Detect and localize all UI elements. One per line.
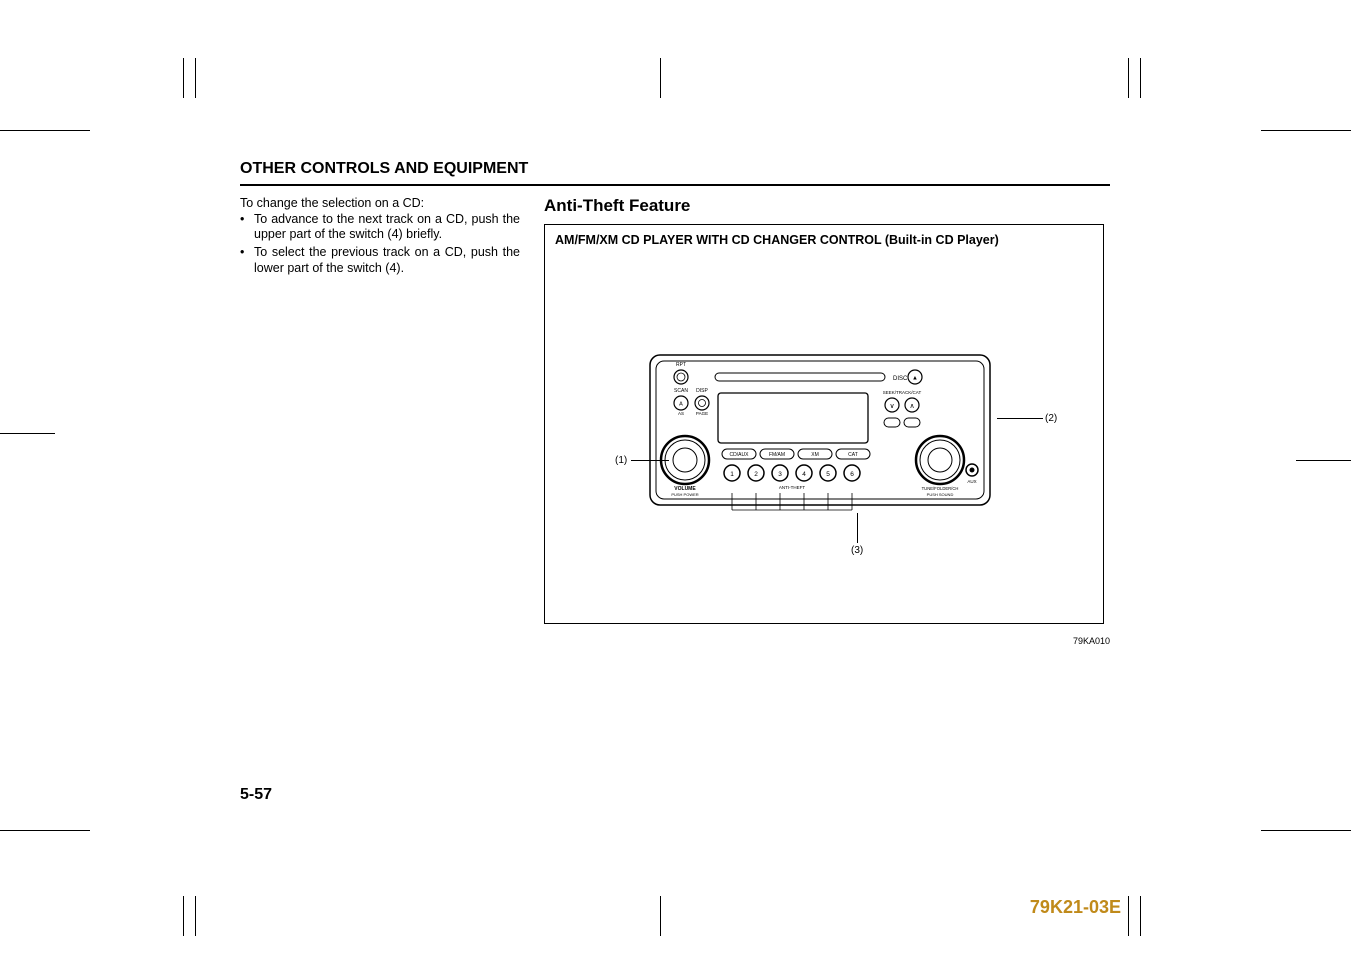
svg-text:XM: XM <box>811 452 819 458</box>
callout-2: (2) <box>1045 413 1057 424</box>
svg-text:▲: ▲ <box>912 376 918 382</box>
left-column: To change the selection on a CD: To adva… <box>240 196 520 624</box>
document-code: 79K21-03E <box>1030 897 1121 918</box>
callout-1: (1) <box>615 455 627 466</box>
section-header: OTHER CONTROLS AND EQUIPMENT <box>240 160 1110 182</box>
svg-text:A: A <box>679 402 683 408</box>
header-rule <box>240 184 1110 186</box>
svg-text:∧: ∧ <box>909 403 914 410</box>
bullet-item: To advance to the next track on a CD, pu… <box>240 212 520 243</box>
crop-mark <box>1128 896 1129 936</box>
figure-code: 79KA010 <box>1073 636 1110 646</box>
page-content: OTHER CONTROLS AND EQUIPMENT To change t… <box>240 160 1110 624</box>
svg-text:PUSH SOUND: PUSH SOUND <box>927 492 954 497</box>
svg-text:1: 1 <box>730 471 734 478</box>
svg-text:CAT: CAT <box>848 452 858 458</box>
svg-text:3: 3 <box>778 471 782 478</box>
svg-text:PUSH POWER: PUSH POWER <box>671 492 698 497</box>
crop-mark <box>0 830 90 831</box>
svg-text:4: 4 <box>802 471 806 478</box>
page-number: 5-57 <box>240 786 272 804</box>
svg-text:SEEK/TRACK/CAT: SEEK/TRACK/CAT <box>883 390 922 395</box>
crop-mark <box>195 58 196 98</box>
figure-title: AM/FM/XM CD PLAYER WITH CD CHANGER CONTR… <box>555 233 1093 247</box>
svg-text:AUX: AUX <box>967 479 976 484</box>
svg-text:SCAN: SCAN <box>674 388 688 394</box>
svg-text:∨: ∨ <box>889 403 894 410</box>
intro-text: To change the selection on a CD: <box>240 196 520 212</box>
crop-mark <box>183 58 184 98</box>
crop-mark <box>1296 460 1351 461</box>
svg-text:ANTI-THEFT: ANTI-THEFT <box>779 485 805 490</box>
crop-mark <box>0 130 90 131</box>
svg-text:DISC: DISC <box>893 376 908 382</box>
right-column: Anti-Theft Feature AM/FM/XM CD PLAYER WI… <box>544 196 1110 624</box>
figure-container: AM/FM/XM CD PLAYER WITH CD CHANGER CONTR… <box>544 224 1110 624</box>
svg-text:DISP: DISP <box>696 388 708 394</box>
crop-mark <box>183 896 184 936</box>
figure-box: AM/FM/XM CD PLAYER WITH CD CHANGER CONTR… <box>544 224 1104 624</box>
crop-mark <box>1128 58 1129 98</box>
svg-text:CD/AUX: CD/AUX <box>730 452 750 458</box>
radio-svg: DISC ▲ RPT A SCAN AS <box>640 345 1000 535</box>
crop-mark <box>0 433 55 434</box>
callout-3: (3) <box>851 545 863 556</box>
callout-line <box>997 418 1043 419</box>
svg-text:TUNE/FOLDER/CH: TUNE/FOLDER/CH <box>922 486 959 491</box>
crop-mark <box>195 896 196 936</box>
svg-text:AS: AS <box>678 411 684 416</box>
anti-theft-heading: Anti-Theft Feature <box>544 196 1110 216</box>
radio-diagram: DISC ▲ RPT A SCAN AS <box>640 345 1000 540</box>
crop-mark <box>1261 130 1351 131</box>
crop-mark <box>1261 830 1351 831</box>
bullet-item: To select the previous track on a CD, pu… <box>240 245 520 276</box>
svg-text:5: 5 <box>826 471 830 478</box>
crop-mark <box>1140 896 1141 936</box>
svg-text:6: 6 <box>850 471 854 478</box>
svg-text:PAGE: PAGE <box>696 411 708 416</box>
svg-text:FM/AM: FM/AM <box>769 452 785 458</box>
svg-text:2: 2 <box>754 471 758 478</box>
svg-text:RPT: RPT <box>676 362 686 368</box>
crop-mark <box>1140 58 1141 98</box>
crop-mark <box>660 58 661 98</box>
crop-mark <box>660 896 661 936</box>
bullet-list: To advance to the next track on a CD, pu… <box>240 212 520 277</box>
columns: To change the selection on a CD: To adva… <box>240 196 1110 624</box>
